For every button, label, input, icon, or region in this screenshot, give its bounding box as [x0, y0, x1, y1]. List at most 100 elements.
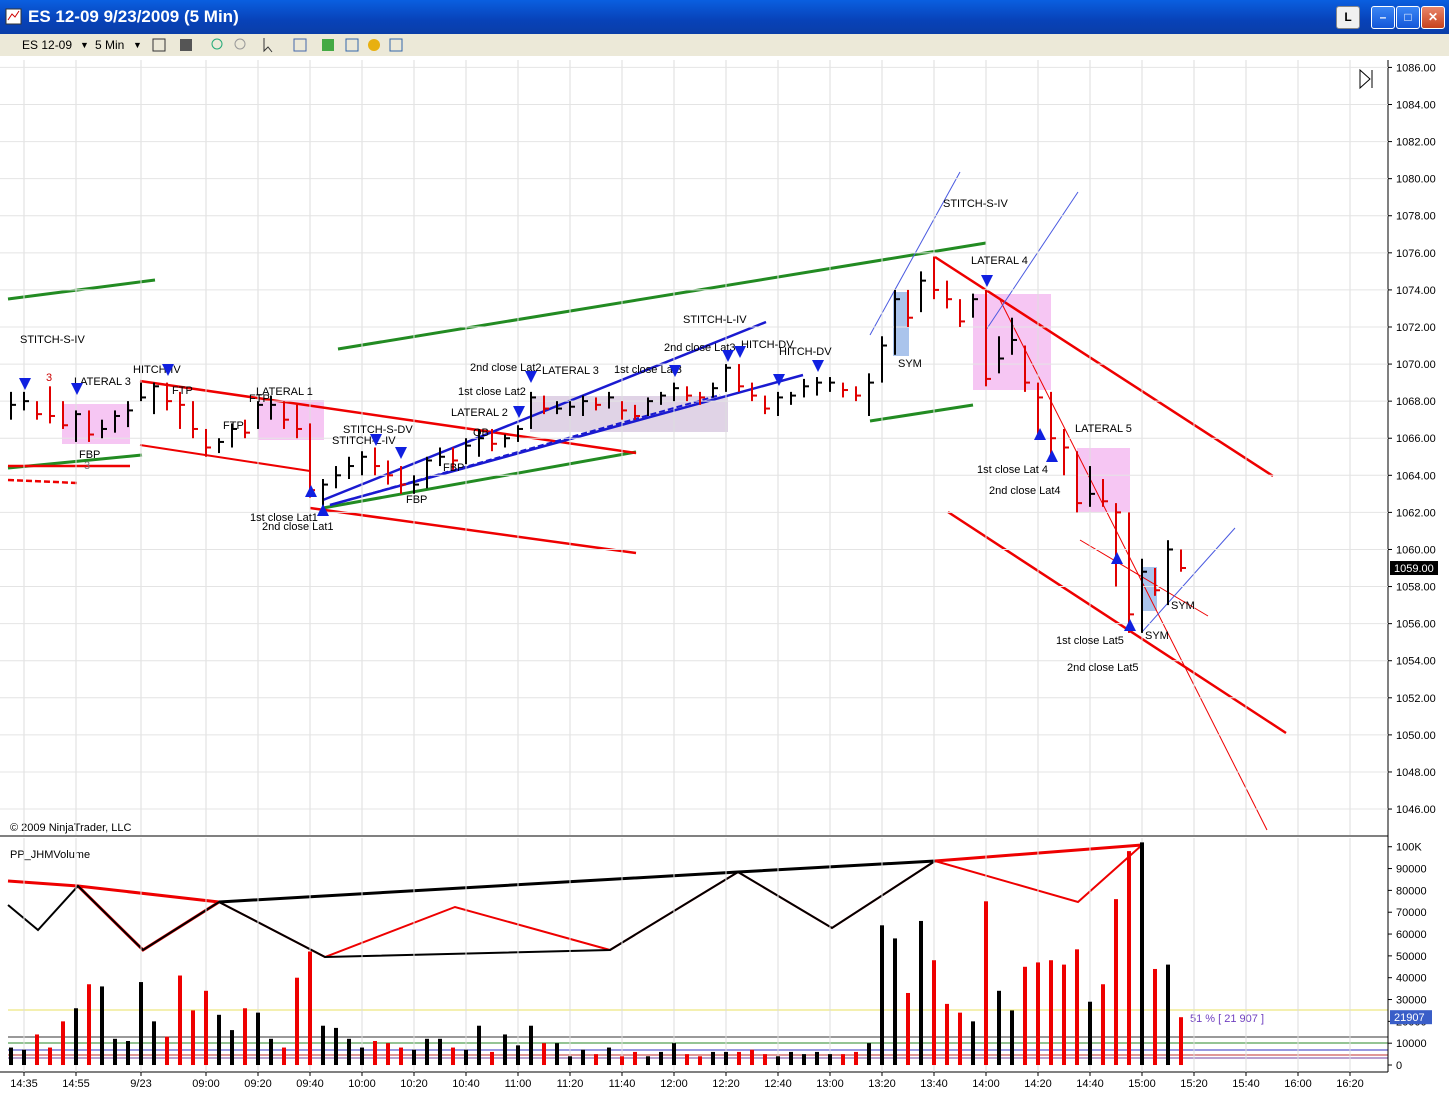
trend-line — [329, 394, 721, 506]
volume-bar — [1127, 851, 1131, 1066]
y-tick-label: 10000 — [1396, 1038, 1427, 1050]
x-tick-label: 11:20 — [557, 1078, 584, 1090]
instrument-selector[interactable]: ES 12-09 — [22, 38, 73, 52]
layout-button[interactable]: L — [1336, 6, 1360, 29]
signal-arrow — [513, 406, 525, 418]
x-tick-label: 10:00 — [348, 1078, 376, 1090]
volume-bar — [1075, 949, 1079, 1066]
y-tick-label: 70000 — [1396, 907, 1427, 919]
volume-bar — [35, 1034, 39, 1066]
volume-bar — [399, 1047, 403, 1066]
x-tick-label: 13:00 — [816, 1078, 844, 1090]
annotation: FBP — [406, 494, 427, 506]
x-tick-label: 12:20 — [712, 1078, 740, 1090]
minimize-button[interactable]: – — [1371, 6, 1395, 29]
annotation: STITCH-S-DV — [343, 424, 413, 436]
volume-bar — [659, 1051, 663, 1066]
volume-bar — [360, 1047, 364, 1066]
volume-bar — [61, 1021, 65, 1066]
volume-bar — [698, 1056, 702, 1066]
toolbar-icons[interactable] — [150, 36, 410, 54]
volume-bar — [412, 1049, 416, 1066]
annotation: LATERAL 4 — [971, 255, 1028, 267]
x-tick-label: 14:00 — [972, 1078, 1000, 1090]
y-tick-label: 0 — [1396, 1060, 1402, 1072]
zigzag-line — [218, 859, 936, 904]
trend-line — [869, 403, 974, 423]
signal-arrow — [162, 364, 174, 376]
volume-bar — [178, 975, 182, 1066]
annotation: 1st close Lat2 — [458, 386, 526, 398]
dropdown-arrow: ▼ — [80, 40, 89, 50]
volume-bar — [9, 1047, 13, 1066]
y-tick-label: 1070.00 — [1396, 359, 1436, 371]
trend-line — [934, 255, 1274, 478]
maximize-button[interactable]: □ — [1396, 6, 1420, 29]
copyright: © 2009 NinjaTrader, LLC — [10, 822, 131, 834]
signal-arrow — [19, 378, 31, 390]
volume-bar — [581, 1049, 585, 1066]
volume-bar — [1153, 968, 1157, 1066]
x-tick-label: 15:40 — [1232, 1078, 1260, 1090]
y-tick-label: 1076.00 — [1396, 248, 1436, 260]
x-tick-label: 16:20 — [1336, 1078, 1364, 1090]
volume-bar — [1036, 962, 1040, 1066]
annotation: SYM — [898, 358, 922, 370]
volume-bar — [633, 1051, 637, 1066]
x-tick-label: 14:40 — [1076, 1078, 1104, 1090]
volume-bar — [139, 982, 143, 1066]
volume-bar — [620, 1056, 624, 1066]
trend-line — [985, 191, 1079, 331]
x-tick-label: 09:00 — [192, 1078, 220, 1090]
last-volume-box — [1390, 1010, 1432, 1025]
annotation: HITCH-DV — [779, 346, 832, 358]
volume-bar — [165, 1036, 169, 1066]
period-selector[interactable]: 5 Min — [95, 38, 125, 52]
signal-arrow — [1111, 552, 1123, 564]
signal-arrow — [305, 485, 317, 497]
annotation: 1st close Lat5 — [1056, 635, 1124, 647]
volume-bar — [516, 1045, 520, 1066]
signal-arrow — [395, 447, 407, 459]
x-tick-label: 13:20 — [868, 1078, 896, 1090]
y-tick-label: 30000 — [1396, 995, 1427, 1007]
volume-bar — [724, 1051, 728, 1066]
annotation: 1st close Lat3 — [614, 364, 682, 376]
y-tick-label: 1084.00 — [1396, 99, 1436, 111]
volume-bar — [386, 1043, 390, 1066]
signal-arrow — [669, 365, 681, 377]
volume-bar — [269, 1038, 273, 1066]
annotation: FBP — [79, 449, 100, 461]
zigzag-line — [218, 844, 1143, 959]
volume-bar — [841, 1054, 845, 1066]
annotation: OB — [473, 427, 489, 439]
volume-bar — [828, 1054, 832, 1066]
trend-line — [947, 510, 1287, 735]
app-icon — [5, 8, 22, 25]
volume-bar — [126, 1041, 130, 1066]
volume-bar — [763, 1054, 767, 1066]
volume-bar — [243, 1008, 247, 1066]
volume-bar — [48, 1047, 52, 1066]
y-tick-label: 1066.00 — [1396, 433, 1436, 445]
x-tick-label: 14:35 — [10, 1078, 38, 1090]
volume-bar — [1088, 1001, 1092, 1066]
volume-bar — [880, 925, 884, 1066]
volume-bar — [958, 1012, 962, 1066]
volume-bar — [74, 1008, 78, 1066]
toolbar: ES 12-09 ▼ 5 Min ▼ — [0, 34, 1449, 57]
volume-bar — [1166, 964, 1170, 1066]
pattern-box — [62, 404, 130, 444]
annotation: FTP — [223, 420, 244, 432]
x-tick-label: 12:40 — [764, 1078, 792, 1090]
volume-bar — [373, 1041, 377, 1066]
signal-arrow — [317, 504, 329, 516]
volume-bar — [503, 1034, 507, 1066]
close-button[interactable]: ✕ — [1421, 6, 1445, 29]
y-tick-label: 1078.00 — [1396, 211, 1436, 223]
volume-bar — [256, 1012, 260, 1066]
annotation: SYM — [1145, 630, 1169, 642]
scroll-end-icon[interactable] — [1359, 68, 1373, 90]
zigzag-line — [7, 879, 224, 952]
